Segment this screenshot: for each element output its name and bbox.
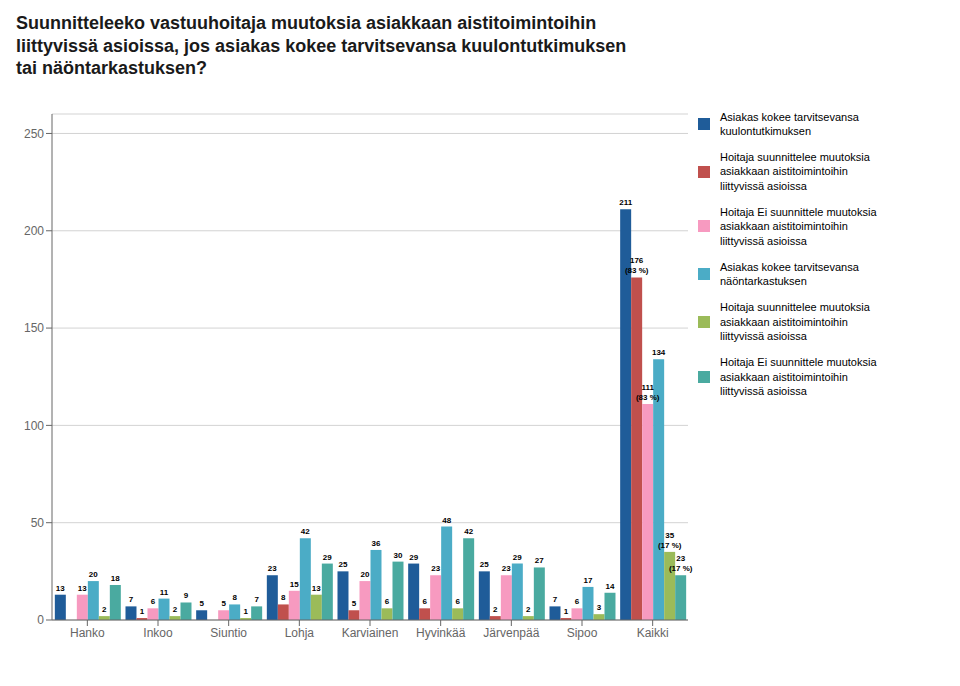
svg-text:13: 13 xyxy=(78,583,87,592)
html-text:Suunnitteleeko vastuuhoitaja m: Suunnitteleeko vastuuhoitaja muutoksia a… xyxy=(16,13,627,78)
svg-text:20: 20 xyxy=(89,570,98,579)
svg-text:111(83 %): 111(83 %) xyxy=(636,382,660,401)
svg-text:Karviainen: Karviainen xyxy=(342,625,399,639)
svg-text:5: 5 xyxy=(221,599,226,608)
svg-text:Siuntio: Siuntio xyxy=(210,625,247,639)
svg-text:Lohja: Lohja xyxy=(285,625,315,639)
svg-text:7: 7 xyxy=(254,595,259,604)
svg-text:2: 2 xyxy=(173,605,178,614)
svg-text:7: 7 xyxy=(553,595,558,604)
html-text:Hoitaja Ei suunnittele muutoks: Hoitaja Ei suunnittele muutoksia asiakka… xyxy=(720,206,877,247)
svg-text:23(17 %): 23(17 %) xyxy=(669,554,693,573)
html-text:Hoitaja suunnittelee muutoksia: Hoitaja suunnittelee muutoksia asiakkaan… xyxy=(720,151,870,192)
html-text:Asiakas kokee tarvitsevansa nä: Asiakas kokee tarvitsevansa näöntarkastu… xyxy=(720,260,859,288)
svg-text:Järvenpää: Järvenpää xyxy=(483,625,539,639)
svg-text:100: 100 xyxy=(24,418,44,432)
svg-text:18: 18 xyxy=(111,573,120,582)
svg-text:25: 25 xyxy=(339,560,348,569)
svg-text:42: 42 xyxy=(301,527,310,536)
svg-text:1: 1 xyxy=(243,607,248,616)
svg-text:176(83 %): 176(83 %) xyxy=(625,256,649,275)
svg-text:36: 36 xyxy=(372,538,381,547)
svg-text:48: 48 xyxy=(442,515,451,524)
svg-text:20: 20 xyxy=(361,570,370,579)
svg-text:250: 250 xyxy=(24,126,44,140)
svg-text:Hyvinkää: Hyvinkää xyxy=(416,625,466,639)
svg-text:6: 6 xyxy=(575,597,580,606)
svg-text:Inkoo: Inkoo xyxy=(143,625,173,639)
svg-text:211: 211 xyxy=(619,198,632,207)
svg-text:30: 30 xyxy=(394,550,403,559)
svg-text:29: 29 xyxy=(323,552,332,561)
svg-text:29: 29 xyxy=(409,552,418,561)
svg-text:23: 23 xyxy=(431,564,440,573)
svg-text:2: 2 xyxy=(102,605,107,614)
svg-text:2: 2 xyxy=(493,605,498,614)
svg-text:29: 29 xyxy=(513,552,522,561)
svg-text:Kaikki: Kaikki xyxy=(637,625,669,639)
svg-text:150: 150 xyxy=(24,321,44,335)
html-text:Hoitaja suunnittelee muutoksia: Hoitaja suunnittelee muutoksia asiakkaan… xyxy=(720,301,870,343)
svg-text:134: 134 xyxy=(652,348,666,357)
svg-text:13: 13 xyxy=(56,583,65,592)
svg-text:5: 5 xyxy=(199,599,204,608)
svg-text:11: 11 xyxy=(160,587,169,596)
svg-text:50: 50 xyxy=(31,515,45,529)
svg-text:6: 6 xyxy=(455,597,460,606)
svg-text:7: 7 xyxy=(129,595,134,604)
svg-text:8: 8 xyxy=(232,593,237,602)
svg-text:15: 15 xyxy=(290,579,299,588)
svg-text:6: 6 xyxy=(151,597,156,606)
svg-text:35(17 %): 35(17 %) xyxy=(658,530,682,549)
svg-text:25: 25 xyxy=(480,560,489,569)
svg-text:23: 23 xyxy=(268,564,277,573)
svg-text:13: 13 xyxy=(312,583,321,592)
svg-text:42: 42 xyxy=(464,527,473,536)
svg-text:Sipoo: Sipoo xyxy=(567,625,598,639)
html-text:Asiakas kokee tarvitsevansa ku: Asiakas kokee tarvitsevansa kuulontutkim… xyxy=(720,110,859,137)
svg-text:17: 17 xyxy=(584,575,593,584)
svg-text:27: 27 xyxy=(535,556,544,565)
svg-text:Hanko: Hanko xyxy=(70,625,105,639)
svg-text:2: 2 xyxy=(526,605,531,614)
svg-text:0: 0 xyxy=(37,613,44,627)
svg-text:6: 6 xyxy=(422,597,427,606)
svg-text:5: 5 xyxy=(352,599,357,608)
svg-text:23: 23 xyxy=(502,564,511,573)
svg-text:9: 9 xyxy=(184,591,189,600)
svg-text:14: 14 xyxy=(606,581,615,590)
svg-text:1: 1 xyxy=(140,607,145,616)
svg-text:3: 3 xyxy=(597,603,602,612)
svg-text:6: 6 xyxy=(385,597,390,606)
svg-text:1: 1 xyxy=(564,607,569,616)
html-text:Hoitaja Ei suunnittele muutoks: Hoitaja Ei suunnittele muutoksia asiakka… xyxy=(720,356,877,397)
svg-text:200: 200 xyxy=(24,224,44,238)
svg-text:8: 8 xyxy=(281,593,286,602)
